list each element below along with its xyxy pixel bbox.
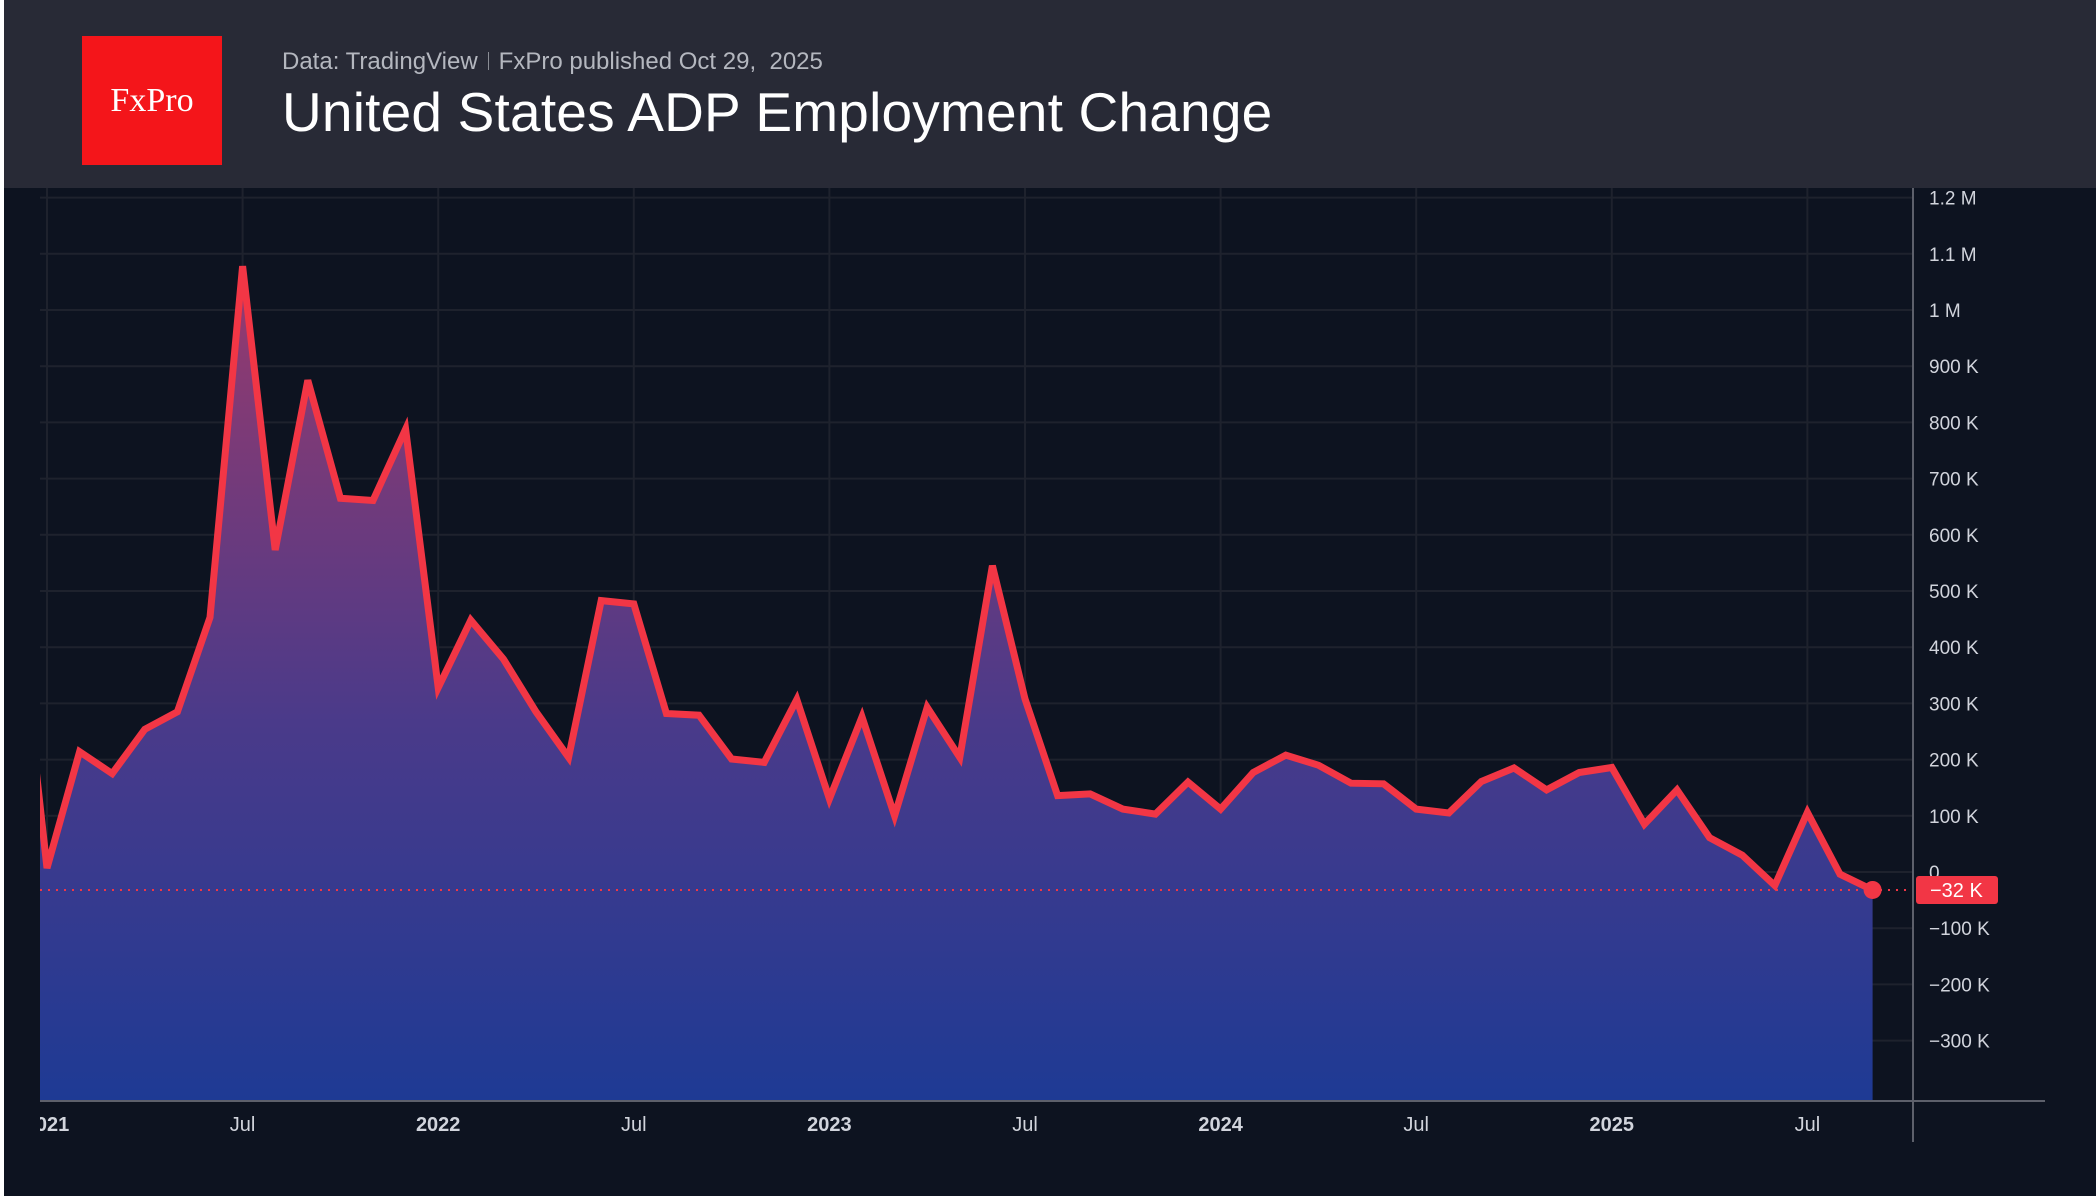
y-tick-label: 1 M bbox=[1929, 301, 1961, 322]
area-fill bbox=[40, 266, 1873, 1101]
chart-frame: 1.2 M 1.1 M 1 M 900 K 800 K 700 K 600 K 500 K 40… bbox=[4, 0, 2096, 1196]
y-tick-label: 800 K bbox=[1929, 413, 1979, 434]
x-tick-label: Jul bbox=[230, 1114, 256, 1136]
x-axis-labels: 2021 Jul 2022 Jul 2023 Jul 2024 Jul 2025 Jul bbox=[25, 1114, 1821, 1136]
y-tick-label: −200 K bbox=[1929, 975, 1990, 996]
separator bbox=[487, 52, 489, 70]
y-tick-label: 0 bbox=[1929, 863, 1940, 884]
y-tick-label: 1.1 M bbox=[1929, 245, 1977, 266]
data-source: Data: TradingView bbox=[282, 48, 478, 75]
y-tick-label: 300 K bbox=[1929, 694, 1979, 715]
y-tick-label: 600 K bbox=[1929, 526, 1979, 547]
y-tick-label: 400 K bbox=[1929, 638, 1979, 659]
y-axis-labels: 1.2 M 1.1 M 1 M 900 K 800 K 700 K 600 K 500 K 40… bbox=[1929, 189, 1990, 1053]
x-tick-label: 2022 bbox=[416, 1114, 461, 1136]
y-tick-label: 500 K bbox=[1929, 582, 1979, 603]
y-tick-label: 100 K bbox=[1929, 807, 1979, 828]
x-tick-label: Jul bbox=[1403, 1114, 1429, 1136]
last-point-marker bbox=[1863, 880, 1882, 899]
x-tick-label: 2023 bbox=[807, 1114, 852, 1136]
x-tick-label: Jul bbox=[621, 1114, 647, 1136]
x-tick-label: 2025 bbox=[1590, 1114, 1635, 1136]
y-tick-label: 1.2 M bbox=[1929, 189, 1977, 210]
y-tick-label: −300 K bbox=[1929, 1032, 1990, 1053]
chart: 1.2 M 1.1 M 1 M 900 K 800 K 700 K 600 K 500 K 40… bbox=[25, 188, 2045, 1142]
last-value-label: −32 K bbox=[1930, 880, 1983, 902]
fxpro-logo: FxPro bbox=[82, 36, 222, 165]
y-tick-label: −100 K bbox=[1929, 919, 1990, 940]
y-tick-label: 900 K bbox=[1929, 357, 1979, 378]
y-tick-label: 200 K bbox=[1929, 751, 1979, 772]
series-line bbox=[40, 265, 1877, 894]
x-tick-label: Jul bbox=[1012, 1114, 1038, 1136]
logo-text: FxPro bbox=[110, 81, 194, 119]
x-tick-label: 2024 bbox=[1198, 1114, 1243, 1136]
x-tick-label: Jul bbox=[1795, 1114, 1821, 1136]
y-tick-label: 700 K bbox=[1929, 470, 1979, 491]
published-date: FxPro published Oct 29, 2025 bbox=[498, 48, 823, 75]
subtitle: Data: TradingView FxPro published Oct 29,… bbox=[282, 48, 823, 76]
header: FxPro Data: TradingView FxPro published O… bbox=[4, 0, 2096, 188]
x-tick-label: 2021 bbox=[25, 1114, 70, 1136]
page-title: United States ADP Employment Change bbox=[282, 81, 1273, 143]
last-value-badge: −32 K bbox=[1916, 875, 1998, 904]
